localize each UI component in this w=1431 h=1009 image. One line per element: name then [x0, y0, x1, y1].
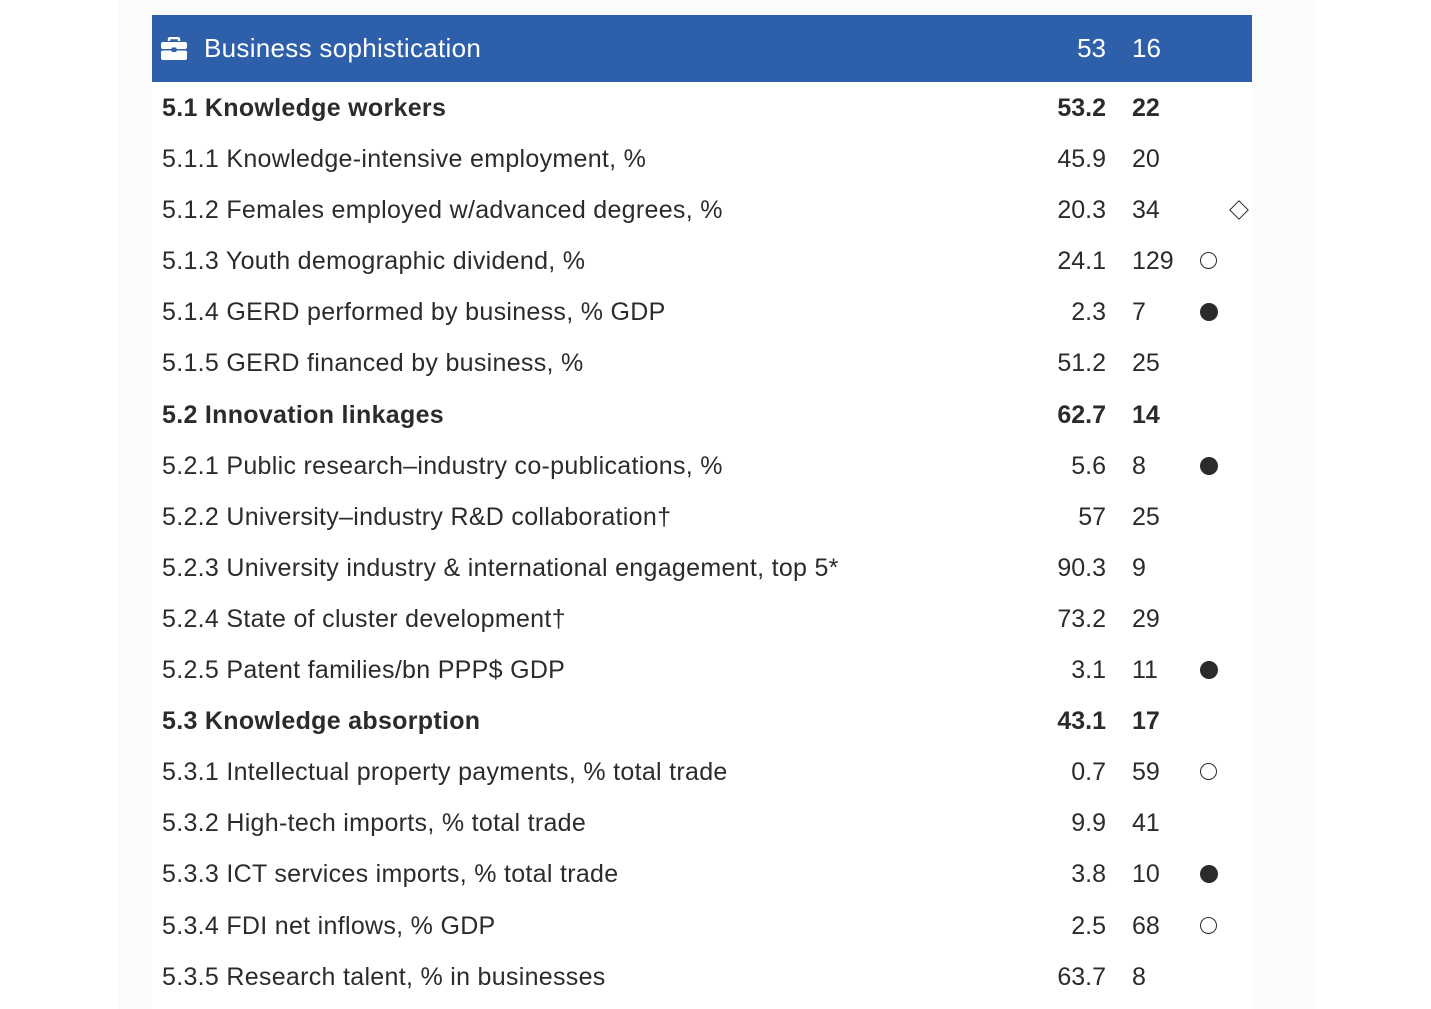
indicator-label: 5.3.2 High-tech imports, % total trade — [162, 809, 587, 838]
pillar-rank: 16 — [1132, 33, 1161, 63]
indicator-rank: 34 — [1132, 196, 1160, 225]
income-strength-diamond-icon — [1228, 185, 1250, 236]
indicator-score: 9.9 — [1071, 809, 1106, 838]
indicator-rank: 25 — [1132, 502, 1160, 531]
indicator-label: 5.2.3 University industry & internationa… — [162, 553, 839, 582]
indicator-label: 5.1.5 GERD financed by business, % — [162, 349, 584, 378]
indicator-row: 5.1.3 Youth demographic dividend, % 24.1 1… — [152, 236, 1252, 287]
indicator-table: 5.1 Knowledge workers 53.2 22 5.1.1 Knowled… — [152, 83, 1252, 1003]
indicator-label: 5.3.4 FDI net inflows, % GDP — [162, 911, 496, 940]
indicator-label: 5.2.5 Patent families/bn PPP$ GDP — [162, 656, 566, 685]
indicator-label: 5.1 Knowledge workers — [162, 94, 447, 122]
pillar-title: Business sophistication — [204, 33, 482, 63]
indicator-rank: 59 — [1132, 758, 1160, 787]
subpillar-row: 5.3 Knowledge absorption 43.1 17 — [152, 696, 1252, 747]
indicator-row: 5.3.4 FDI net inflows, % GDP 2.5 68 — [152, 901, 1252, 952]
subpillar-row: 5.2 Innovation linkages 62.7 14 — [152, 390, 1252, 441]
indicator-panel: Business sophistication 53 16 5.1 Knowle… — [152, 15, 1252, 1009]
indicator-rank: 25 — [1132, 349, 1160, 378]
indicator-rank: 9 — [1132, 553, 1146, 582]
indicator-rank: 7 — [1132, 298, 1146, 327]
indicator-score: 2.5 — [1071, 911, 1106, 940]
indicator-score: 63.7 — [1057, 962, 1106, 991]
indicator-rank: 14 — [1132, 400, 1160, 429]
indicator-score: 45.9 — [1057, 145, 1106, 174]
indicator-label: 5.3.1 Intellectual property payments, % … — [162, 758, 728, 787]
indicator-rank: 22 — [1132, 94, 1160, 122]
indicator-row: 5.2.2 University–industry R&D collaborat… — [152, 492, 1252, 543]
indicator-label: 5.3.3 ICT services imports, % total trad… — [162, 860, 619, 889]
indicator-row: 5.1.2 Females employed w/advanced degree… — [152, 185, 1252, 236]
indicator-row: 5.2.4 State of cluster development† 73.2 2… — [152, 594, 1252, 645]
indicator-score: 53.2 — [1057, 94, 1106, 122]
indicator-score: 2.3 — [1071, 298, 1106, 327]
indicator-row: 5.3.3 ICT services imports, % total trad… — [152, 849, 1252, 900]
indicator-row: 5.2.3 University industry & internationa… — [152, 543, 1252, 594]
indicator-rank: 68 — [1132, 911, 1160, 940]
indicator-score: 3.8 — [1071, 860, 1106, 889]
indicator-rank: 11 — [1132, 656, 1158, 685]
strength-dot-icon — [1198, 849, 1220, 900]
indicator-label: 5.2.4 State of cluster development† — [162, 604, 566, 633]
strength-dot-icon — [1198, 441, 1220, 492]
weakness-circle-icon — [1198, 901, 1220, 952]
indicator-label: 5.2.1 Public research–industry co-public… — [162, 451, 723, 480]
pillar-score: 53 — [1077, 33, 1106, 63]
indicator-score: 51.2 — [1057, 349, 1106, 378]
indicator-score: 57 — [1078, 502, 1106, 531]
indicator-label: 5.2.2 University–industry R&D collaborat… — [162, 502, 672, 531]
indicator-rank: 41 — [1132, 809, 1160, 838]
indicator-rank: 10 — [1132, 860, 1160, 889]
indicator-row: 5.2.1 Public research–industry co-public… — [152, 441, 1252, 492]
indicator-row: 5.1.1 Knowledge-intensive employment, % 4… — [152, 134, 1252, 185]
indicator-label: 5.2 Innovation linkages — [162, 400, 444, 429]
indicator-rank: 129 — [1132, 247, 1174, 276]
indicator-label: 5.1.3 Youth demographic dividend, % — [162, 247, 586, 276]
strength-dot-icon — [1198, 645, 1220, 696]
indicator-score: 90.3 — [1057, 553, 1106, 582]
indicator-label: 5.1.4 GERD performed by business, % GDP — [162, 298, 666, 327]
indicator-score: 62.7 — [1057, 400, 1106, 429]
briefcase-icon — [160, 36, 188, 61]
indicator-rank: 29 — [1132, 604, 1160, 633]
indicator-label: 5.1.1 Knowledge-intensive employment, % — [162, 145, 647, 174]
weakness-circle-icon — [1198, 236, 1220, 287]
indicator-label: 5.3 Knowledge absorption — [162, 707, 481, 736]
indicator-score: 43.1 — [1057, 707, 1106, 736]
indicator-row: 5.2.5 Patent families/bn PPP$ GDP 3.1 11 — [152, 645, 1252, 696]
indicator-rank: 8 — [1132, 451, 1146, 480]
indicator-score: 20.3 — [1057, 196, 1106, 225]
indicator-label: 5.3.5 Research talent, % in businesses — [162, 962, 606, 991]
indicator-row: 5.1.4 GERD performed by business, % GDP 2… — [152, 287, 1252, 338]
indicator-score: 73.2 — [1057, 604, 1106, 633]
indicator-row: 5.3.1 Intellectual property payments, % … — [152, 747, 1252, 798]
indicator-row: 5.3.2 High-tech imports, % total trade 9.… — [152, 798, 1252, 849]
indicator-rank: 20 — [1132, 145, 1160, 174]
indicator-rank: 17 — [1132, 707, 1160, 736]
indicator-row: 5.1.5 GERD financed by business, % 51.2 25 — [152, 338, 1252, 389]
indicator-score: 0.7 — [1071, 758, 1106, 787]
indicator-score: 5.6 — [1071, 451, 1106, 480]
indicator-rank: 8 — [1132, 962, 1146, 991]
indicator-row: 5.3.5 Research talent, % in businesses 63… — [152, 952, 1252, 1003]
pillar-header: Business sophistication 53 16 — [152, 15, 1252, 82]
strength-dot-icon — [1198, 287, 1220, 338]
indicator-score: 3.1 — [1071, 656, 1106, 685]
indicator-score: 24.1 — [1057, 247, 1106, 276]
weakness-circle-icon — [1198, 747, 1220, 798]
indicator-label: 5.1.2 Females employed w/advanced degree… — [162, 196, 723, 225]
subpillar-row: 5.1 Knowledge workers 53.2 22 — [152, 83, 1252, 134]
